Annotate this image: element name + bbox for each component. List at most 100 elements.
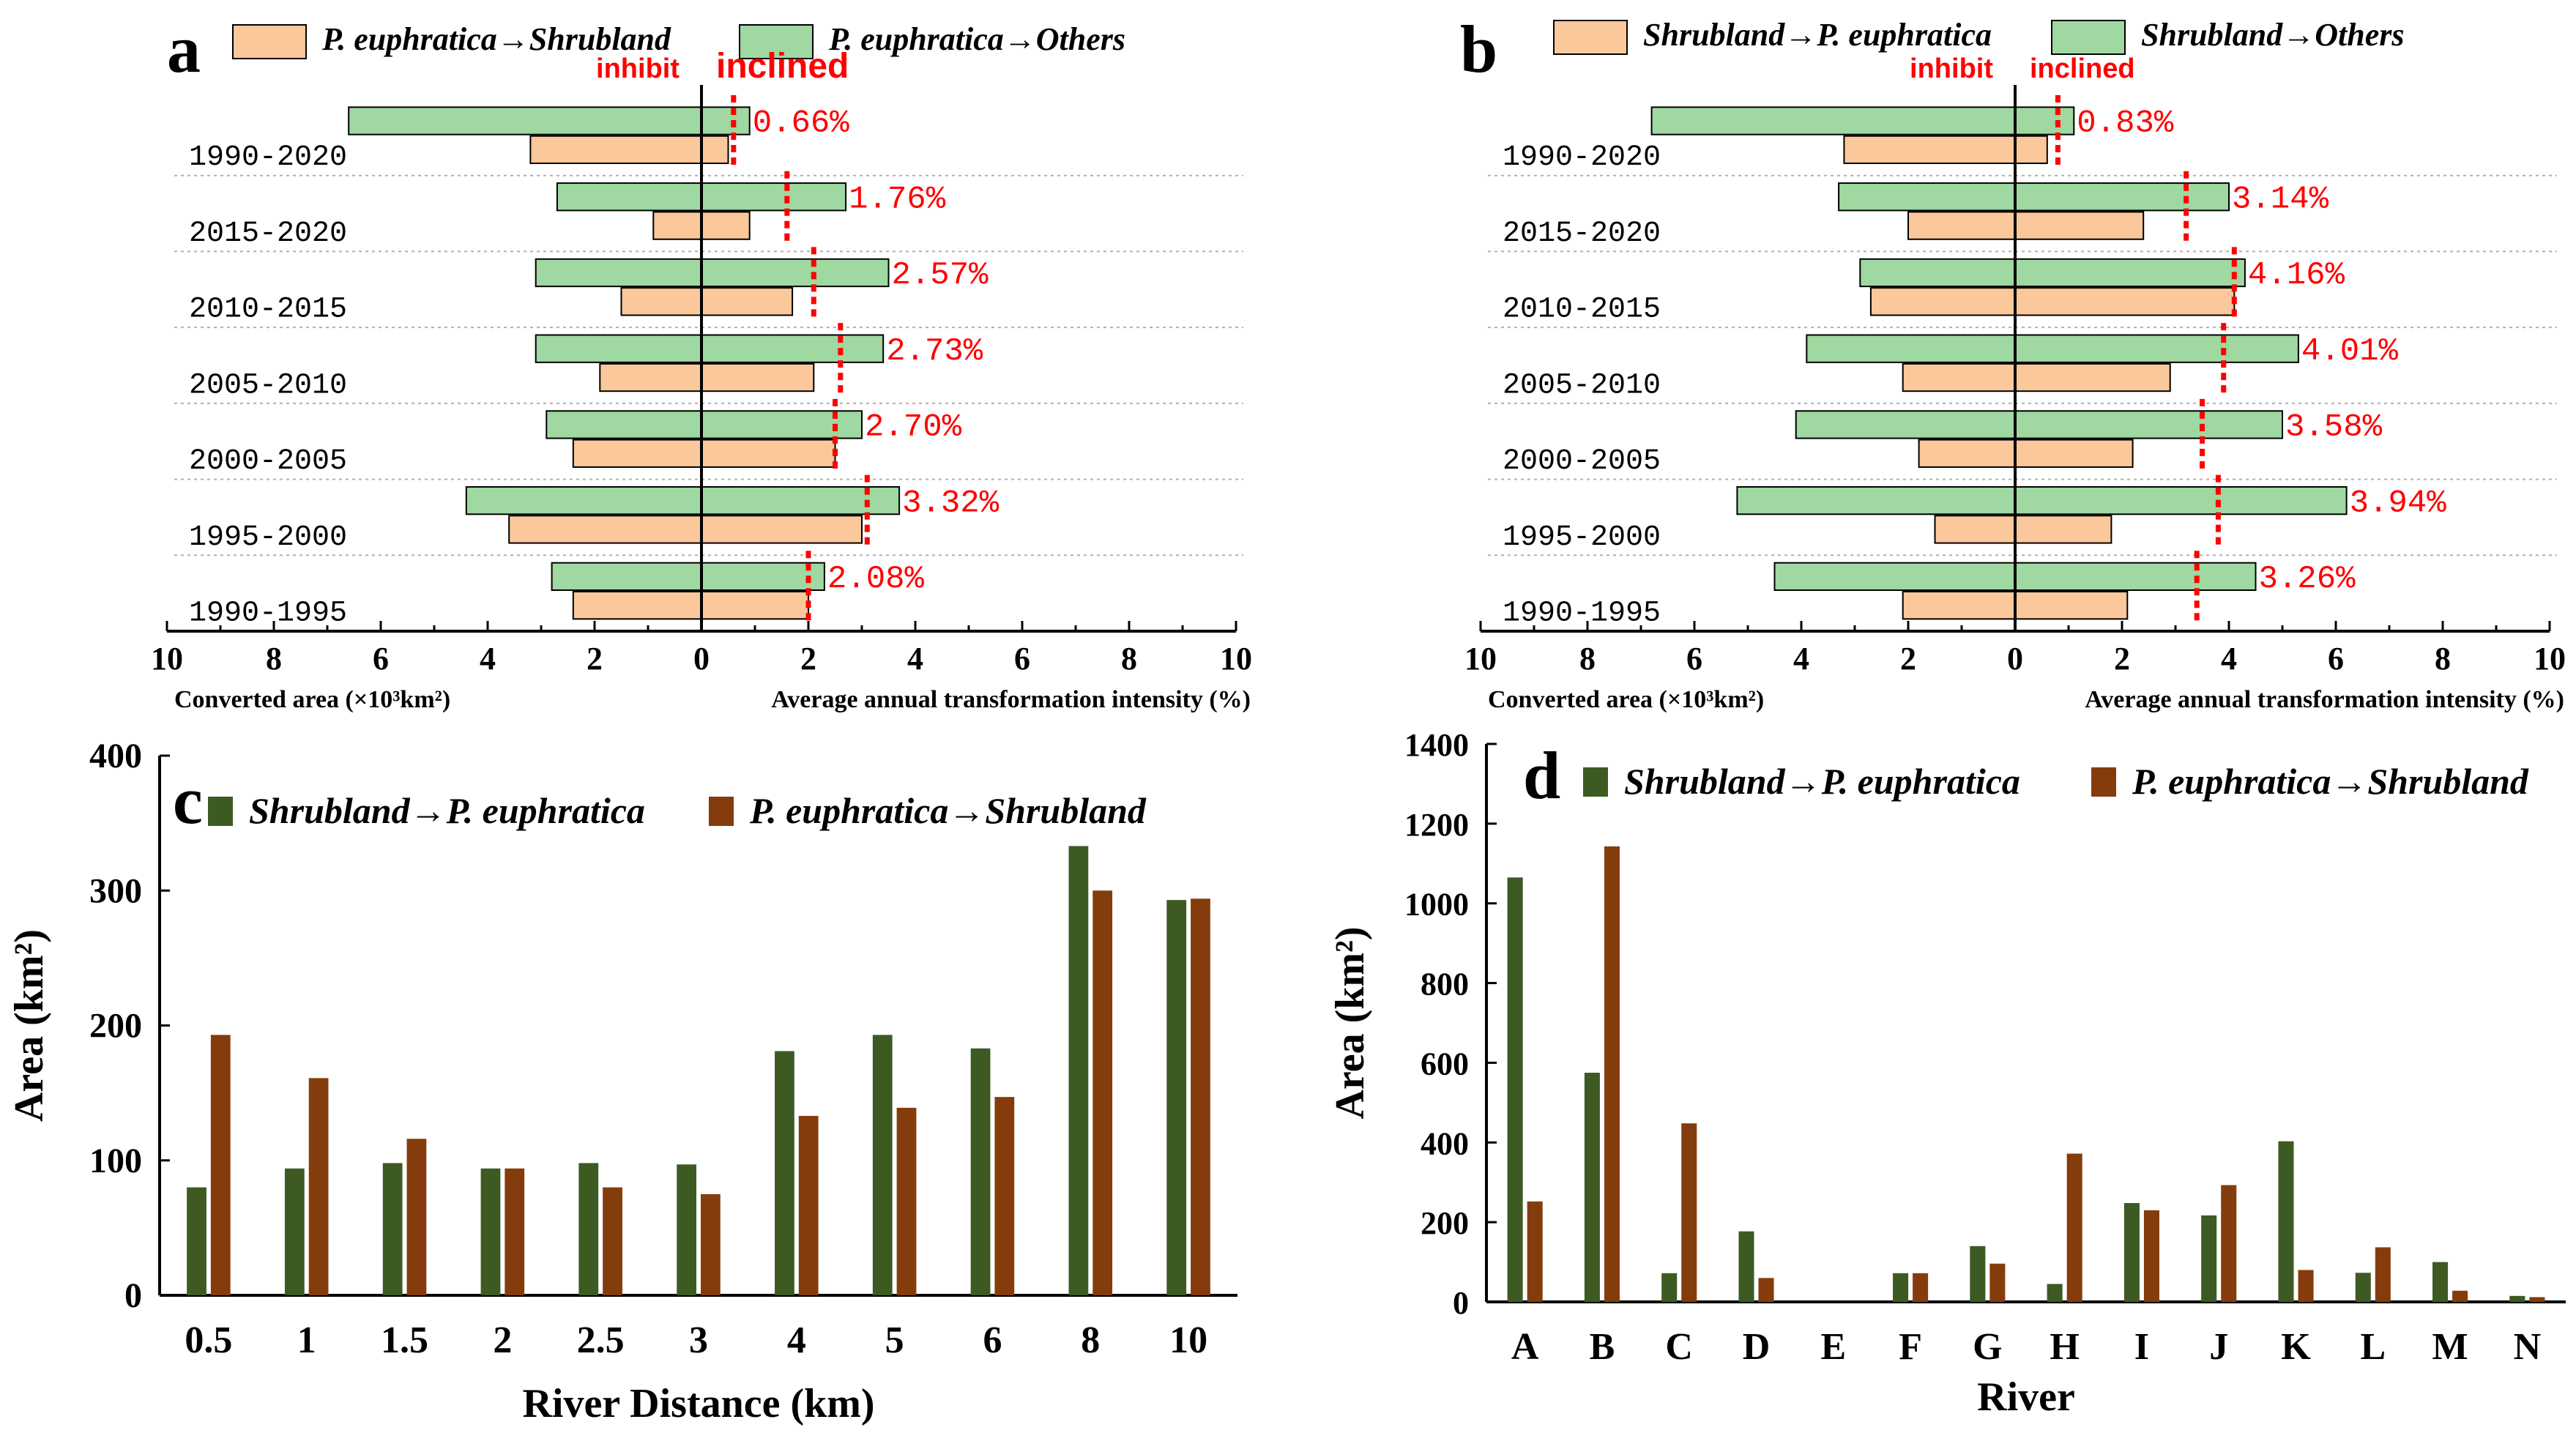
bar-shrub	[1843, 135, 2048, 165]
bar-pe-to-shrub	[798, 1115, 819, 1295]
category-label: 1990-1995	[189, 597, 347, 630]
y-tick-label: 0	[124, 1276, 142, 1315]
bar-shrub-to-pe	[2123, 1203, 2140, 1302]
bar-shrub	[1869, 287, 2236, 316]
threshold-label: 3.94%	[2350, 485, 2447, 521]
x-tick-label: 4	[787, 1319, 806, 1361]
x-tick-label: 0.5	[185, 1319, 232, 1361]
legend-label: Shrubland→P. euphratica	[1624, 761, 2020, 802]
x-axis-label: River Distance (km)	[522, 1381, 874, 1426]
category-label: 1990-1995	[1503, 597, 1661, 630]
bar-others	[535, 258, 890, 288]
bar-others	[1795, 410, 2283, 439]
x-tick-label: 10	[1220, 641, 1252, 677]
category-label: 2005-2010	[1503, 369, 1661, 402]
x-tick-label: 8	[266, 641, 282, 677]
threshold-label: 2.73%	[886, 333, 983, 370]
bar-pe-to-shrub	[994, 1097, 1015, 1295]
legend-swatch	[232, 24, 307, 59]
panel-d: d Shrubland→P. euphratica P. euphratica→Sh…	[1328, 727, 2566, 1420]
x-tick-label: 2	[493, 1319, 512, 1361]
threshold-label: 4.16%	[2248, 257, 2345, 294]
x-tick-label: 6	[2328, 641, 2344, 677]
x-tick-label: 2.5	[577, 1319, 625, 1361]
legend-swatch	[709, 797, 734, 826]
bar-pe-to-shrub	[505, 1168, 525, 1295]
bar-pe-to-shrub	[1681, 1123, 1697, 1302]
bar-shrub	[1918, 439, 2134, 468]
category-label: 2005-2010	[189, 369, 347, 402]
bar-shrub-to-pe	[1661, 1273, 1678, 1302]
category-label: 1995-2000	[1503, 521, 1661, 554]
bar-shrub-to-pe	[382, 1163, 403, 1295]
bar-shrub-to-pe	[2432, 1262, 2449, 1302]
y-axis-label: Area (km²)	[7, 929, 52, 1122]
legend-swatch	[1553, 20, 1628, 55]
bar-shrub-to-pe	[578, 1163, 599, 1295]
x-tick-label: 6	[1014, 641, 1030, 677]
bar-shrub	[572, 439, 836, 468]
x-tick-label: H	[2050, 1326, 2079, 1368]
x-tick-label: J	[2209, 1326, 2228, 1368]
bar-shrub-to-pe	[2278, 1141, 2294, 1302]
bar-shrub-to-pe	[284, 1168, 305, 1295]
bar-pe-to-shrub	[1758, 1278, 1774, 1302]
category-label: 2015-2020	[1503, 217, 1661, 250]
bar-shrub-to-pe	[2201, 1215, 2217, 1302]
bar-shrub-to-pe	[480, 1168, 501, 1295]
bar-shrub-to-pe	[872, 1035, 893, 1295]
panel-c: c Shrubland→P. euphratica P. euphratica→Sh…	[7, 737, 1237, 1426]
bar-others	[465, 485, 901, 515]
category-label: 1995-2000	[189, 521, 347, 554]
legend-label: P. euphratica→Shrubland	[321, 21, 671, 57]
bar-shrub	[620, 287, 794, 316]
x-tick-label: 6	[373, 641, 389, 677]
x-tick-label: 2	[1900, 641, 1916, 677]
x-axis-label-left: Converted area (×10³km²)	[1488, 686, 1764, 713]
y-tick-label: 100	[89, 1142, 142, 1180]
x-tick-label: 5	[885, 1319, 904, 1361]
inclined-label: inclined	[2030, 53, 2135, 84]
panel-label: b	[1460, 12, 1497, 86]
bar-pe-to-shrub	[603, 1187, 622, 1295]
threshold-label: 3.58%	[2285, 409, 2383, 446]
x-axis-label-right: Average annual transformation intensity …	[2085, 686, 2564, 713]
x-tick-label: A	[1511, 1326, 1539, 1368]
category-label: 1990-2020	[189, 141, 347, 174]
bar-pe-to-shrub	[701, 1194, 721, 1295]
x-tick-label: 0	[693, 641, 710, 677]
bar-pe-to-shrub	[1913, 1273, 1929, 1302]
bar-shrub-to-pe	[775, 1051, 794, 1295]
bar-pe-to-shrub	[210, 1035, 231, 1295]
x-tick-label: D	[1743, 1326, 1771, 1368]
bar-shrub-to-pe	[2509, 1295, 2525, 1302]
x-tick-label: I	[2134, 1326, 2149, 1368]
y-tick-label: 0	[1453, 1285, 1469, 1321]
x-tick-label: 10	[1169, 1319, 1207, 1361]
x-tick-label: L	[2360, 1326, 2386, 1368]
legend-swatch	[739, 24, 814, 59]
threshold-label: 2.70%	[865, 409, 962, 446]
x-tick-label: G	[1973, 1326, 2002, 1368]
y-tick-label: 300	[89, 871, 142, 910]
x-tick-label: 3	[689, 1319, 708, 1361]
x-tick-label: 2	[800, 641, 816, 677]
bar-shrub-to-pe	[1893, 1273, 1909, 1302]
x-axis-label-left: Converted area (×10³km²)	[174, 686, 450, 713]
inclined-label: inclined	[716, 47, 849, 86]
bar-shrub-to-pe	[1166, 900, 1187, 1295]
x-tick-label: C	[1665, 1326, 1693, 1368]
x-tick-label: 10	[151, 641, 183, 677]
panel-a: a P. euphratica→Shrubland P. euphratica→Ot…	[151, 12, 1252, 713]
bar-shrub-to-pe	[2047, 1284, 2063, 1302]
bar-pe-to-shrub	[2298, 1270, 2314, 1302]
x-tick-label: 4	[907, 641, 923, 677]
bar-shrub-to-pe	[2355, 1273, 2371, 1302]
bar-others	[1859, 258, 2246, 288]
bar-pe-to-shrub	[2529, 1297, 2545, 1302]
bar-pe-to-shrub	[2066, 1153, 2082, 1302]
x-tick-label: 2	[587, 641, 603, 677]
x-tick-label: 2	[2114, 641, 2130, 677]
x-tick-label: 4	[480, 641, 496, 677]
threshold-label: 3.26%	[2259, 561, 2356, 597]
